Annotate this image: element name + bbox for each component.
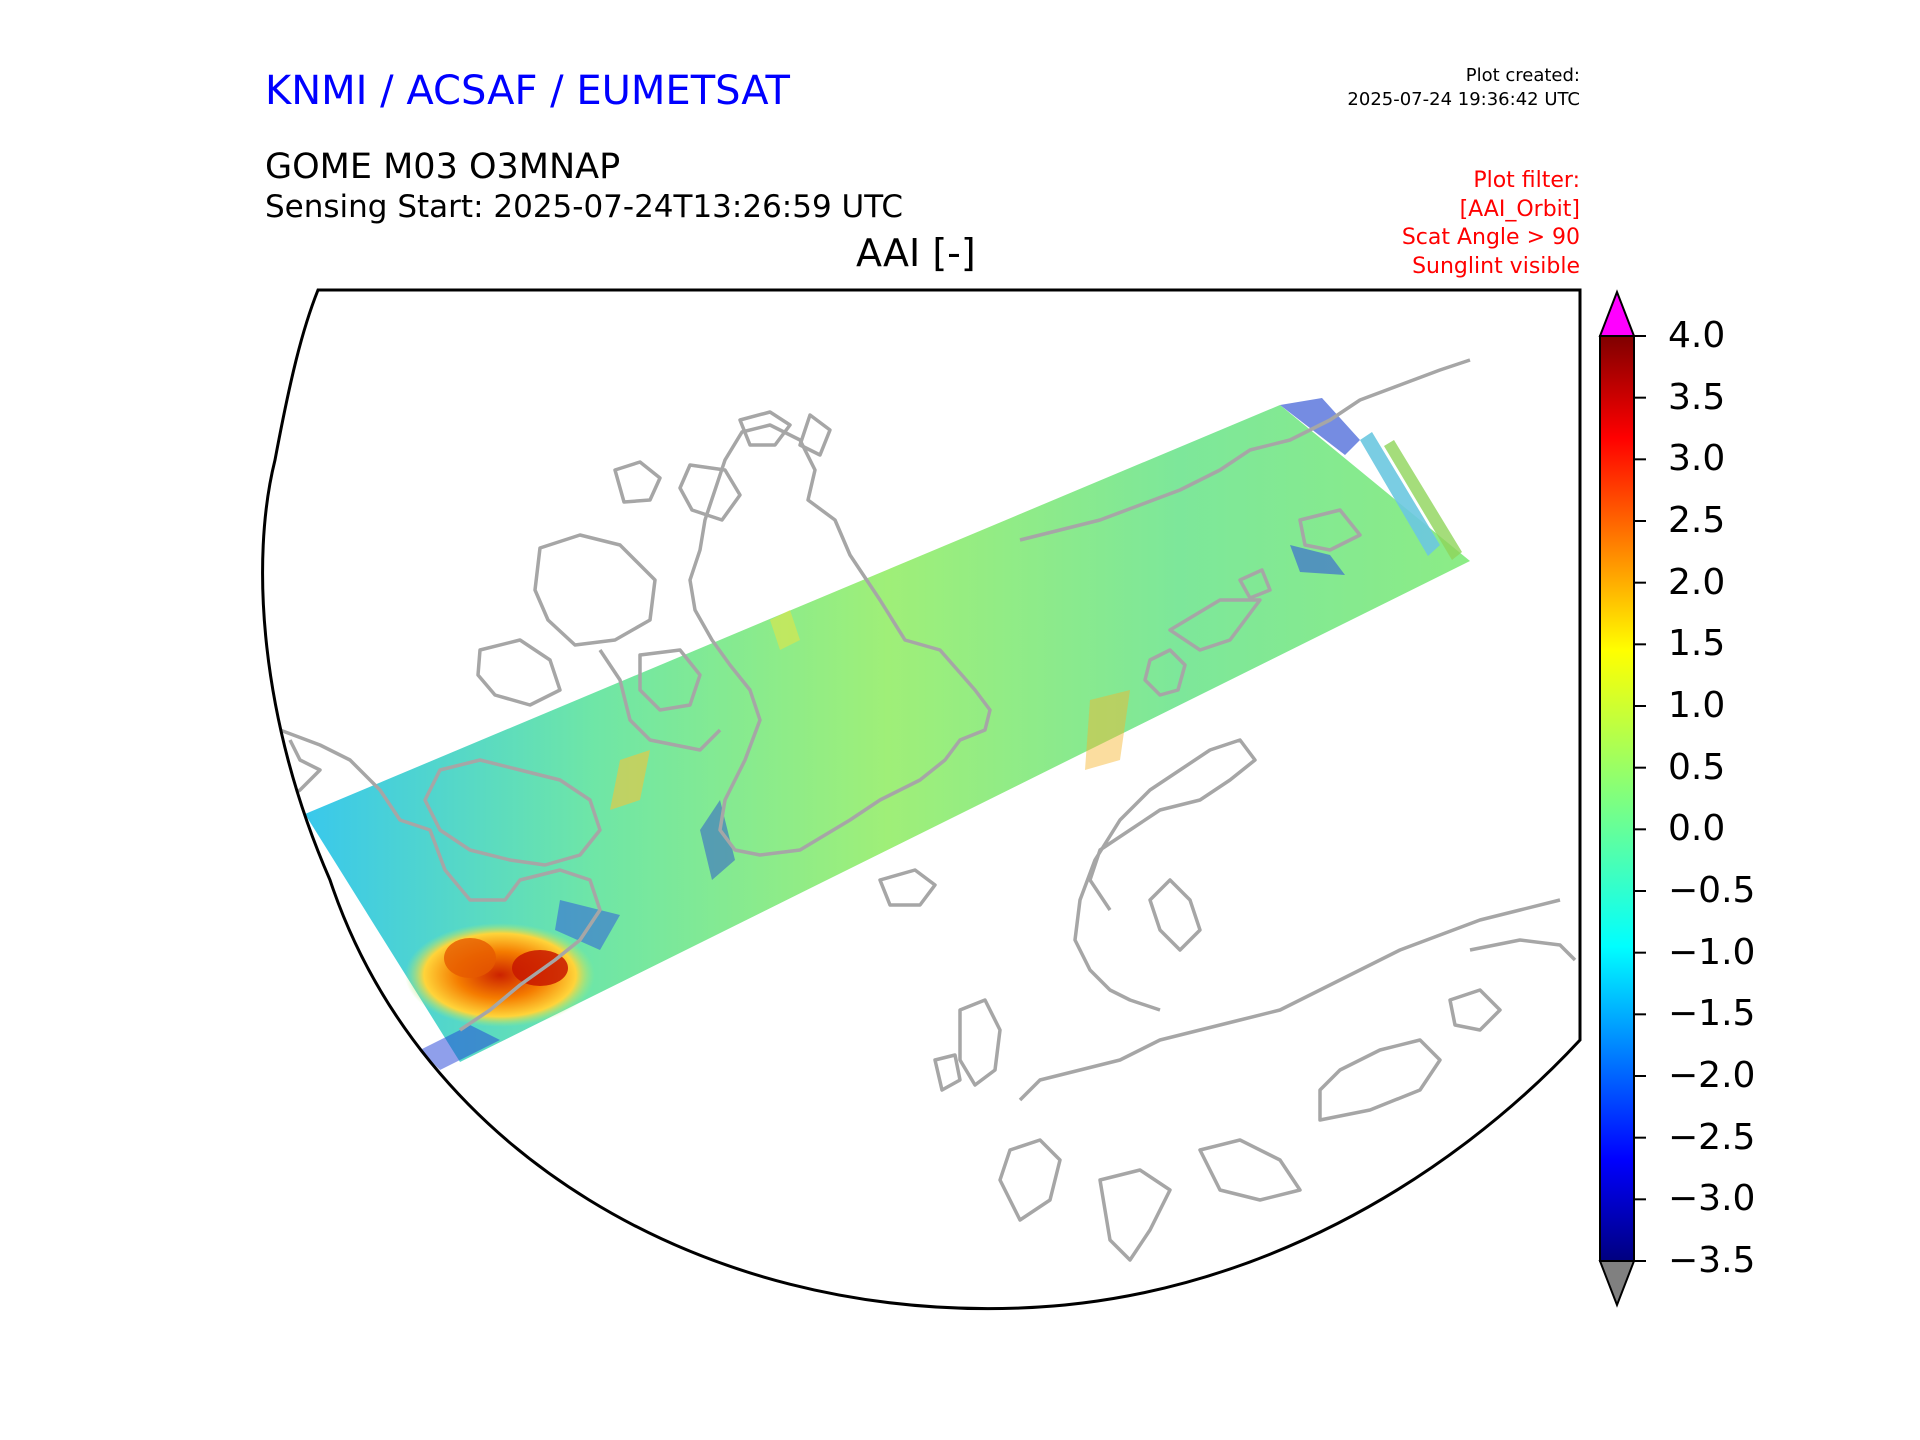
colorbar-tick-label: 0.5: [1668, 746, 1726, 788]
noisy-strip: [1360, 432, 1440, 556]
colorbar-tick-label: −0.5: [1668, 870, 1756, 911]
product-name: GOME M03 O3MNAP: [265, 147, 621, 187]
colorbar-tick-marks: [1634, 335, 1646, 1262]
filter-line: Plot filter:: [1473, 168, 1580, 193]
colorbar-tick-label: −3.5: [1668, 1240, 1756, 1281]
plot-created-time: 2025-07-24 19:36:42 UTC: [1347, 89, 1580, 110]
colorbar-tick-label: 3.5: [1668, 376, 1726, 418]
map-frame: [261, 288, 1582, 1311]
colorbar-gradient: [1599, 335, 1635, 1262]
colorbar-over-triangle: [1598, 289, 1636, 337]
colorbar-tick-label: −2.0: [1668, 1055, 1756, 1096]
low-aai-streak: [555, 900, 620, 950]
colorbar-tick-label: −3.0: [1668, 1178, 1756, 1220]
colorbar-tick-label: 3.0: [1668, 438, 1726, 480]
colorbar-tick-label: 2.5: [1668, 500, 1726, 541]
low-aai-streak: [700, 800, 735, 880]
noisy-strip: [1384, 440, 1462, 560]
brand-title: KNMI / ACSAF / EUMETSAT: [265, 68, 790, 114]
coastlines: [279, 358, 1577, 1262]
aerosol-hotspot-core: [444, 938, 496, 978]
high-aai-streak: [1085, 690, 1130, 770]
colorbar-under-triangle: [1598, 1260, 1636, 1308]
filter-line: Sunglint visible: [1412, 254, 1580, 279]
colorbar-tick-label: 2.0: [1668, 561, 1726, 603]
filter-line: Scat Angle > 90: [1401, 225, 1580, 250]
colorbar-tick-label: −1.0: [1668, 931, 1756, 973]
sensing-start: Sensing Start: 2025-07-24T13:26:59 UTC: [265, 189, 903, 225]
colorbar-tick-label: 1.0: [1668, 685, 1726, 726]
filter-line: [AAI_Orbit]: [1459, 197, 1580, 222]
colorbar-tick-label: 4.0: [1668, 315, 1726, 356]
low-aai-streak: [1290, 545, 1345, 575]
low-aai-streak: [420, 1025, 500, 1070]
colorbar-tick-label: 0.0: [1668, 808, 1726, 850]
colorbar-tick-label: 1.5: [1668, 623, 1726, 665]
colorbar-tick-label: −2.5: [1668, 1116, 1756, 1158]
colorbar-tick-label: −1.5: [1668, 993, 1756, 1035]
plot-created-label: Plot created:: [1465, 65, 1580, 86]
plot-title: AAI [-]: [856, 231, 976, 275]
high-aai-streak: [610, 750, 650, 810]
high-aai-streak: [770, 610, 800, 650]
